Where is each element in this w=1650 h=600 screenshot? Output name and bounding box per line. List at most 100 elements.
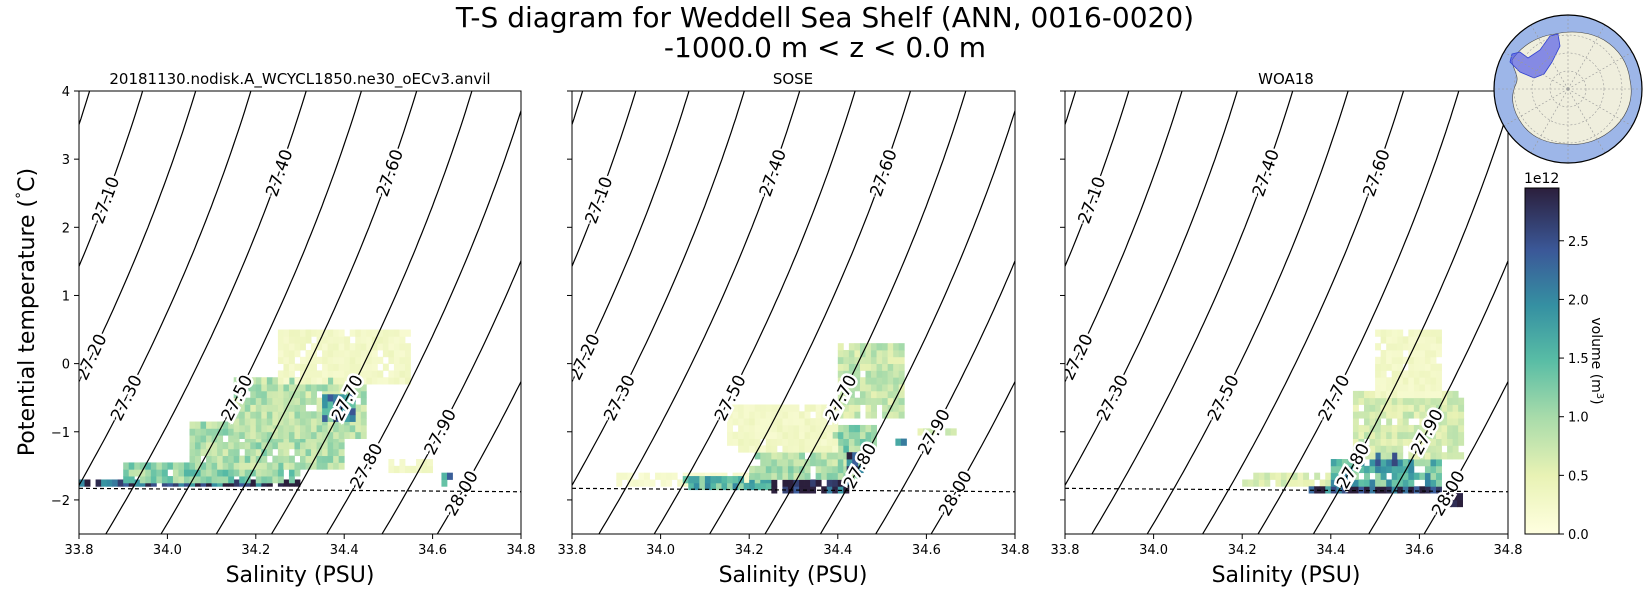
heatmap-cell (1397, 329, 1404, 337)
heatmap-cell (893, 404, 900, 412)
heatmap-cell (865, 356, 872, 365)
colorbar-gradient (1525, 188, 1559, 534)
heatmap-cell (322, 329, 329, 337)
heatmap-cell (294, 462, 301, 470)
heatmap-cell (1364, 472, 1370, 480)
heatmap-cell (854, 472, 861, 480)
heatmap-cell (1419, 397, 1426, 405)
heatmap-cell (738, 424, 745, 433)
heatmap-cell (765, 445, 772, 453)
heatmap-cell (1430, 370, 1437, 378)
heatmap-cell (195, 455, 201, 463)
heatmap-cell (283, 390, 290, 399)
heatmap-cell (821, 472, 828, 480)
heatmap-cell (1253, 472, 1260, 480)
heatmap-cell (272, 411, 279, 419)
heatmap-cell (787, 404, 794, 412)
heatmap-cell (1386, 336, 1393, 344)
heatmap-cell (854, 431, 861, 439)
heatmap-cell (787, 445, 794, 453)
heatmap-cell (1264, 479, 1271, 487)
heatmap-cell (228, 462, 235, 470)
heatmap-cell (300, 441, 306, 450)
heatmap-cell (217, 441, 224, 450)
heatmap-cell (898, 370, 905, 378)
heatmap-cell (1419, 411, 1426, 419)
heatmap-cell (923, 428, 930, 436)
heatmap-cell (382, 336, 389, 344)
heatmap-cell (1386, 397, 1393, 405)
heatmap-cell (1436, 445, 1442, 453)
heatmap-cell (793, 418, 800, 426)
heatmap-cell (1352, 404, 1359, 412)
heatmap-cell (848, 397, 855, 405)
heatmap-cell (1375, 424, 1382, 433)
x-tick-label: 34.6 (912, 543, 941, 558)
heatmap-cell (1424, 390, 1431, 399)
heatmap-cell (300, 363, 306, 371)
heatmap-cell (945, 428, 952, 436)
heatmap-cell (1447, 411, 1454, 419)
heatmap-cell (1447, 431, 1454, 439)
heatmap-cell (294, 441, 301, 450)
heatmap-cell (322, 455, 329, 463)
heatmap-cell (283, 397, 290, 405)
heatmap-cell (821, 465, 828, 474)
heatmap-cell (128, 469, 135, 477)
heatmap-cell (233, 441, 240, 450)
heatmap-cell (311, 397, 317, 405)
heatmap-cell (1391, 336, 1398, 344)
heatmap-cell (810, 431, 817, 439)
heatmap-cell (366, 370, 373, 378)
heatmap-cell (261, 390, 268, 399)
heatmap-cell (843, 465, 850, 474)
heatmap-cell (1445, 493, 1452, 501)
heatmap-cell (882, 363, 889, 371)
heatmap-cell (887, 349, 894, 358)
heatmap-cell (1325, 486, 1332, 494)
heatmap-cell (294, 390, 301, 399)
heatmap-cell (846, 459, 853, 467)
heatmap-cell (1391, 459, 1398, 467)
heatmap-cell (305, 363, 312, 371)
heatmap-cell (261, 441, 268, 450)
heatmap-cell (865, 377, 872, 385)
heatmap-cell (288, 455, 295, 463)
heatmap-cell (399, 356, 406, 365)
heatmap-cell (167, 462, 174, 470)
heatmap-cell (782, 438, 789, 446)
heatmap-cell (288, 343, 295, 351)
heatmap-cell (233, 455, 240, 463)
density-contour (1146, 91, 1349, 534)
heatmap-cell (294, 418, 301, 426)
heatmap-cell (322, 394, 329, 402)
heatmap-cell (360, 424, 367, 433)
axes-frame (571, 90, 1016, 535)
heatmap-cell (134, 469, 141, 477)
heatmap-cell (876, 384, 883, 392)
heatmap-cell (1408, 370, 1415, 378)
heatmap-cell (1413, 343, 1420, 351)
heatmap-cell (857, 452, 864, 460)
heatmap-cell (1391, 404, 1398, 412)
heatmap-cell (1336, 472, 1343, 480)
heatmap-cell (206, 455, 213, 463)
heatmap-cell (294, 397, 301, 405)
heatmap-cell (1458, 418, 1465, 426)
heatmap-cell (1430, 356, 1437, 365)
heatmap-cell (1380, 336, 1387, 344)
heatmap-cell (233, 418, 240, 426)
heatmap-cell (1358, 479, 1365, 487)
heatmap-cell (738, 411, 745, 419)
heatmap-cell (1369, 445, 1376, 453)
heatmap-cell (1397, 356, 1404, 365)
heatmap-cell (1441, 452, 1448, 460)
heatmap-cell (288, 462, 295, 470)
heatmap-cell (327, 377, 334, 385)
heatmap-cell (128, 476, 135, 484)
heatmap-cell (349, 401, 356, 409)
heatmap-cell (793, 465, 800, 474)
heatmap-cell (239, 377, 246, 385)
heatmap-cell (1358, 390, 1365, 399)
heatmap-cell (1386, 404, 1393, 412)
